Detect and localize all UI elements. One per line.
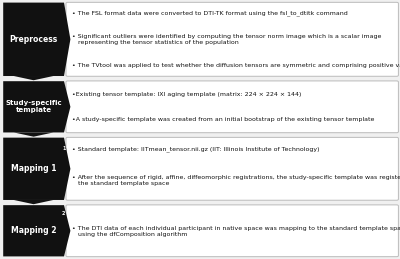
FancyBboxPatch shape (66, 205, 398, 257)
Text: • The TVtool was applied to test whether the diffusion tensors are symmetric and: • The TVtool was applied to test whether… (72, 63, 400, 68)
Text: • Significant outliers were identified by computing the tensor norm image which : • Significant outliers were identified b… (72, 34, 382, 45)
Text: Study-specific
template: Study-specific template (5, 100, 62, 113)
Text: 2: 2 (62, 211, 65, 217)
Polygon shape (3, 81, 70, 132)
Polygon shape (3, 205, 70, 256)
Text: Mapping 1: Mapping 1 (11, 164, 56, 173)
Polygon shape (14, 76, 53, 80)
FancyBboxPatch shape (66, 81, 398, 133)
Polygon shape (3, 138, 70, 200)
Text: Mapping 2: Mapping 2 (11, 226, 56, 235)
Text: • The FSL format data were converted to DTI-TK format using the fsl_to_dtitk com: • The FSL format data were converted to … (72, 10, 348, 16)
Polygon shape (14, 200, 53, 204)
Text: • Standard template: IITmean_tensor.nii.gz (IIT: Illinois Institute of Technolog: • Standard template: IITmean_tensor.nii.… (72, 147, 320, 152)
Text: • After the sequence of rigid, affine, diffeomorphic registrations, the study-sp: • After the sequence of rigid, affine, d… (72, 175, 400, 186)
Text: • The DTI data of each individual participant in native space was mapping to the: • The DTI data of each individual partic… (72, 226, 400, 236)
Text: •Existing tensor template: IXI aging template (matrix: 224 × 224 × 144): •Existing tensor template: IXI aging tem… (72, 92, 302, 97)
FancyBboxPatch shape (66, 2, 398, 76)
Polygon shape (3, 3, 70, 76)
FancyBboxPatch shape (66, 137, 398, 200)
Text: •A study-specific template was created from an initial bootstrap of the existing: •A study-specific template was created f… (72, 117, 375, 122)
Text: 1: 1 (62, 146, 65, 151)
Text: Preprocess: Preprocess (10, 35, 58, 44)
Polygon shape (14, 132, 53, 137)
